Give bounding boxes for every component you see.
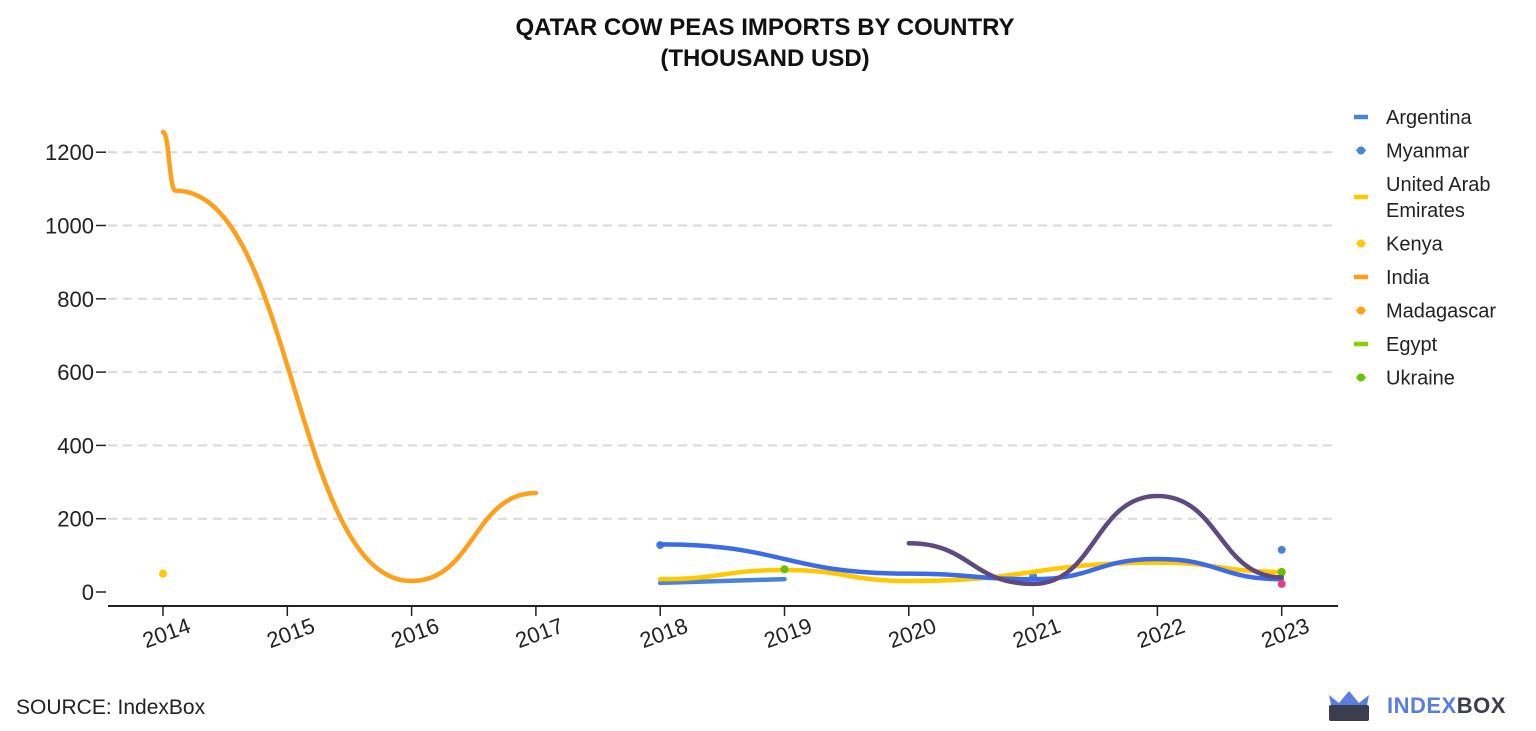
- plot-area: [159, 129, 1286, 588]
- legend-united-arab-emirates-label-2: Emirates: [1386, 200, 1465, 222]
- series-argentina-line: [657, 576, 787, 586]
- series-ukraine-point-0: [780, 565, 789, 574]
- x-axis: 2014 2015 2016 2017 2018 2019 2020 2021 2022 2023: [108, 605, 1338, 653]
- series-unnamed-8: [657, 542, 1284, 582]
- series-kenya: [159, 569, 167, 578]
- series-unnamed-8-line: [657, 542, 1284, 582]
- chart-title: QATAR COW PEAS IMPORTS BY COUNTRY (THOUS…: [0, 12, 1530, 74]
- series-myanmar-point-2: [1277, 545, 1286, 554]
- y-tick-label-400: 400: [57, 433, 94, 458]
- x-tick-label-2016: 2016: [388, 613, 443, 653]
- legend-united-arab-emirates-label-1: United Arab: [1386, 174, 1491, 196]
- legend-ukraine-label: Ukraine: [1386, 368, 1455, 390]
- series-india-line: [160, 129, 539, 584]
- legend-kenya-label: Kenya: [1386, 234, 1444, 256]
- x-tick-label-2018: 2018: [636, 613, 691, 653]
- y-axis-ticks: 0 200 400 600 800 1000 1200: [45, 140, 106, 605]
- gridlines: [108, 151, 1338, 520]
- legend-madagascar-label: Madagascar: [1386, 301, 1496, 323]
- legend: Argentina Myanmar United Arab Emirates Kenya…: [1354, 107, 1496, 390]
- x-tick-label-2021: 2021: [1009, 613, 1064, 653]
- legend-myanmar-label: Myanmar: [1386, 141, 1470, 163]
- chart-title-line-1: QATAR COW PEAS IMPORTS BY COUNTRY: [515, 14, 1015, 41]
- x-tick-label-2017: 2017: [512, 613, 567, 653]
- y-tick-label-600: 600: [57, 360, 94, 385]
- series-unnamed-10-point-0: [1277, 579, 1286, 588]
- y-tick-label-1000: 1000: [45, 214, 94, 239]
- x-tick-label-2020: 2020: [885, 613, 940, 653]
- legend-myanmar-swatch: [1357, 146, 1365, 155]
- series-argentina: [657, 576, 787, 586]
- y-tick-label-800: 800: [57, 287, 94, 312]
- legend-ukraine-swatch: [1357, 373, 1365, 382]
- legend-argentina-label: Argentina: [1386, 107, 1472, 129]
- y-tick-label-0: 0: [82, 580, 94, 605]
- legend-kenya-swatch: [1357, 239, 1365, 248]
- brand-logo: INDEXBOX: [1325, 688, 1506, 724]
- x-tick-label-2014: 2014: [139, 613, 194, 653]
- series-unnamed-10: [1277, 579, 1286, 588]
- y-tick-label-200: 200: [57, 507, 94, 532]
- chart-title-line-2: (THOUSAND USD): [660, 45, 870, 72]
- series-unnamed-9: [906, 493, 1284, 587]
- brand-name-b: BOX: [1456, 693, 1506, 718]
- series-kenya-point-0: [159, 569, 167, 578]
- brand-name-a: INDEX: [1387, 693, 1457, 718]
- series-unnamed-9-line: [906, 493, 1284, 587]
- legend-madagascar-swatch: [1357, 306, 1365, 315]
- series-india: [160, 129, 539, 584]
- brand-name: INDEXBOX: [1387, 693, 1506, 719]
- x-tick-label-2015: 2015: [263, 613, 318, 653]
- x-tick-label-2019: 2019: [761, 613, 816, 653]
- series-ukraine-point-1: [1277, 567, 1286, 576]
- x-tick-label-2022: 2022: [1134, 613, 1189, 653]
- legend-egypt-label: Egypt: [1386, 334, 1438, 356]
- crown-box-icon: [1329, 691, 1369, 721]
- series-ukraine: [780, 565, 1286, 576]
- source-note: SOURCE: IndexBox: [16, 696, 206, 719]
- y-tick-label-1200: 1200: [45, 140, 94, 165]
- x-tick-label-2023: 2023: [1258, 613, 1313, 653]
- legend-india-label: India: [1386, 267, 1430, 289]
